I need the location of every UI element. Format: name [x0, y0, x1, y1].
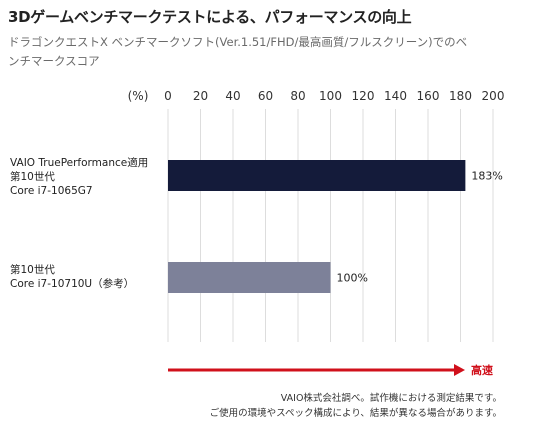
x-tick-label: 0	[164, 89, 172, 103]
x-tick-label: 120	[352, 89, 375, 103]
x-tick-label: 20	[193, 89, 208, 103]
x-tick-label: 40	[225, 89, 240, 103]
footnote-disclaimer: ご使用の環境やスペック構成により、結果が異なる場合があります。	[209, 408, 502, 419]
x-tick-label: 140	[384, 89, 407, 103]
category-label-1-line: Core i7-1065G7	[10, 185, 93, 197]
speed-arrow-label: 高速	[471, 363, 493, 377]
category-label-2-line: 第10世代	[10, 264, 55, 276]
category-label-1-line: VAIO TruePerformance適用	[10, 157, 149, 169]
chart-title: 3Dゲームベンチマークテストによる、パフォーマンスの向上	[8, 8, 412, 26]
x-tick-label: 100	[319, 89, 342, 103]
category-label-2: 第10世代 Core i7-10710U（参考）	[10, 263, 134, 291]
chart-subtitle: ドラゴンクエストX ベンチマークソフト(Ver.1.51/FHD/最高画質/フル…	[8, 35, 468, 68]
category-label-2-line: Core i7-10710U（参考）	[10, 278, 135, 290]
bar	[168, 262, 331, 293]
category-label-1-line: 第10世代	[10, 171, 55, 183]
x-tick-label: 160	[417, 89, 440, 103]
bar-value-label: 183%	[471, 170, 502, 183]
category-label-1: VAIO TruePerformance適用 第10世代 Core i7-106…	[10, 156, 148, 198]
x-tick-label: 80	[290, 89, 305, 103]
footnote-survey: VAIO株式会社調べ。試作機における測定結果です。	[280, 393, 502, 404]
bar	[168, 160, 466, 191]
x-tick-label: 180	[449, 89, 472, 103]
axis-unit-label: (%)	[128, 89, 149, 103]
bar-value-label: 100%	[337, 272, 368, 285]
x-tick-label: 200	[482, 89, 505, 103]
x-tick-label: 60	[258, 89, 273, 103]
speed-arrow-head	[454, 364, 465, 376]
